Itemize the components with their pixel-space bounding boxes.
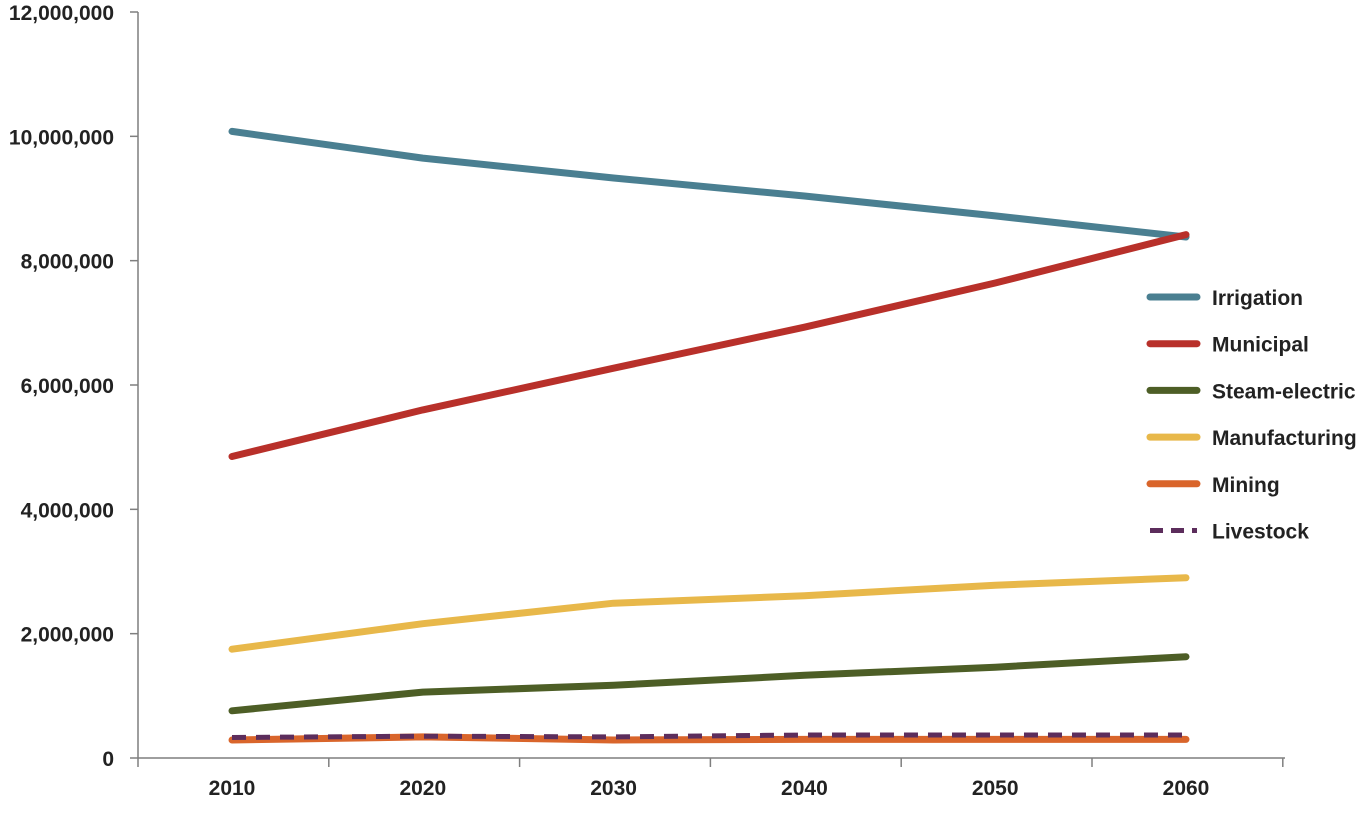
y-tick-label: 6,000,000 xyxy=(21,375,114,398)
x-tick-label: 2020 xyxy=(399,777,446,800)
series-line-irrigation xyxy=(228,127,1190,241)
x-tick-label: 2060 xyxy=(1163,777,1210,800)
legend-label-livestock: Livestock xyxy=(1212,521,1309,544)
x-tick-label: 2040 xyxy=(781,777,828,800)
axes: 0 2,000,000 4,000,000 6,000,000 8,000,000 10,… xyxy=(9,2,1285,800)
legend-label-mining: Mining xyxy=(1212,474,1280,497)
series-line-manufacturing xyxy=(228,574,1190,653)
y-tick-label: 8,000,000 xyxy=(21,251,114,274)
legend: Irrigation Municipal Steam-electric Manufac… xyxy=(1146,287,1357,544)
x-tick-label: 2050 xyxy=(972,777,1019,800)
legend-label-municipal: Municipal xyxy=(1212,334,1309,357)
y-tick-label: 0 xyxy=(102,748,114,771)
y-tick-label: 12,000,000 xyxy=(9,2,114,25)
legend-label-steam-electric: Steam-electric xyxy=(1212,380,1356,403)
series-line-livestock xyxy=(231,732,1186,740)
series-line-mining xyxy=(228,733,1190,744)
x-tick-label: 2030 xyxy=(590,777,637,800)
series-line-municipal xyxy=(228,231,1190,460)
x-tick-label: 2010 xyxy=(209,777,256,800)
legend-label-manufacturing: Manufacturing xyxy=(1212,427,1357,450)
y-tick-label: 4,000,000 xyxy=(21,499,114,522)
series-line-steam-electric xyxy=(228,653,1190,715)
y-tick-label: 2,000,000 xyxy=(21,624,114,647)
legend-label-irrigation: Irrigation xyxy=(1212,287,1303,310)
y-tick-label: 10,000,000 xyxy=(9,126,114,149)
series-layer xyxy=(228,127,1190,744)
